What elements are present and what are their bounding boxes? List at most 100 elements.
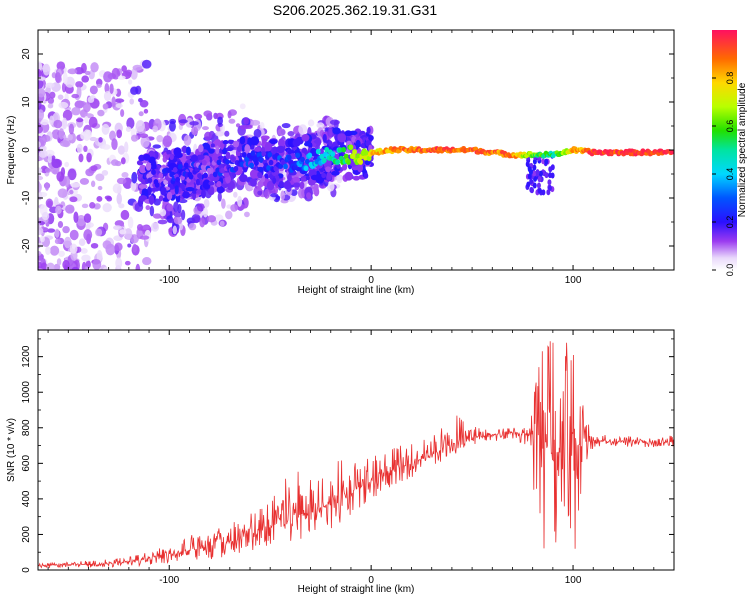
spectrogram-cell xyxy=(235,203,246,211)
spectrogram-cell xyxy=(68,123,75,135)
spectrogram-cell xyxy=(152,144,162,149)
spectrogram-cell xyxy=(57,220,64,229)
spectrogram-cell xyxy=(80,131,87,140)
spectrogram-cell xyxy=(305,175,310,181)
spectrogram-cell xyxy=(84,266,89,270)
spectrogram-cell xyxy=(117,277,124,286)
spectrogram-cell xyxy=(39,288,44,294)
spectrogram-cell xyxy=(85,129,92,140)
spectrogram-ridge-cell xyxy=(341,146,347,153)
spectrogram-cell xyxy=(56,61,66,71)
spectrogram-cell xyxy=(131,171,138,184)
spectrogram-cell xyxy=(59,140,70,147)
spectrogram-ridge-cell xyxy=(295,152,301,159)
spectrogram-cell xyxy=(131,134,139,142)
spectrogram-cell xyxy=(257,173,263,179)
spectrogram-cell xyxy=(232,140,240,148)
spectrogram-cell xyxy=(198,144,204,153)
spectrogram-cell xyxy=(363,172,369,179)
spectrogram-cell xyxy=(71,286,76,294)
spectrogram-cell xyxy=(85,260,91,269)
spectrogram-cell xyxy=(69,243,78,254)
spectrogram-cell xyxy=(196,189,203,194)
spectrogram-cell xyxy=(532,182,537,189)
spectrogram-cell xyxy=(116,177,127,185)
spectrogram-ridge-cell xyxy=(366,155,372,162)
spectrogram-cell xyxy=(120,209,130,221)
spectrogram-cell xyxy=(50,286,54,295)
spectrogram-cell xyxy=(278,138,285,149)
spectrogram-cell xyxy=(344,130,353,137)
spectrogram-cell xyxy=(259,122,265,130)
spectrogram-cell xyxy=(261,138,267,145)
spectrogram-cell xyxy=(272,177,277,184)
spectrogram-cell xyxy=(71,93,80,99)
spectrogram-cell xyxy=(321,172,327,179)
y-tick-label: 800 xyxy=(21,419,32,436)
spectrogram-cell xyxy=(158,195,164,202)
spectrogram-cell xyxy=(541,158,546,165)
spectrogram-ridge-cell xyxy=(203,172,208,179)
spectrogram-cell xyxy=(250,119,261,126)
spectrogram-cell xyxy=(138,111,144,117)
spectrogram-cell xyxy=(113,225,122,231)
spectrogram-cell xyxy=(62,117,68,130)
spectrogram-cell xyxy=(173,211,182,218)
spectrogram-cell xyxy=(52,283,60,294)
y-tick-label: 400 xyxy=(21,490,32,507)
spectrogram-cell xyxy=(526,181,531,188)
spectrogram-cell xyxy=(221,198,226,209)
colorbar: 0.0 0.2 0.4 0.6 0.8 Normalized spectral ampl… xyxy=(712,30,748,276)
spectrogram-cell xyxy=(219,220,225,227)
spectrogram-cell xyxy=(84,70,91,76)
spectrogram-ridge-cell xyxy=(177,163,183,170)
spectrogram-cell xyxy=(38,175,44,181)
spectrogram-cell xyxy=(83,213,92,223)
spectrogram-cell xyxy=(67,134,73,141)
spectrogram-cell xyxy=(42,63,51,76)
spectrogram-cell xyxy=(109,130,117,141)
spectrogram-cell xyxy=(283,180,292,190)
spectrogram-cell xyxy=(58,250,65,257)
spectrogram-cell xyxy=(116,193,123,205)
spectrogram-cell xyxy=(202,126,209,131)
spectrogram-cell xyxy=(62,259,70,270)
spectrogram-cell xyxy=(130,68,138,80)
spectrogram-cell xyxy=(84,115,89,124)
spectrogram-cell xyxy=(96,195,103,202)
spectrogram-cell xyxy=(322,133,327,143)
spectrogram-cell xyxy=(44,167,52,173)
spectrogram-cell xyxy=(124,141,129,153)
spectrogram-cell xyxy=(114,242,123,252)
spectrogram-cell xyxy=(216,180,222,188)
spectrogram-cell xyxy=(268,139,278,145)
spectrogram-cell xyxy=(293,182,301,188)
spectrogram-ridge-cell xyxy=(283,163,288,170)
spectrogram-cell xyxy=(249,169,258,179)
spectrogram-cell xyxy=(112,183,122,194)
spectrogram-cell xyxy=(38,222,41,231)
spectrogram-cell xyxy=(117,75,126,80)
spectrogram-cell xyxy=(136,223,144,231)
spectrogram-cell xyxy=(71,107,81,116)
spectrogram-cell xyxy=(54,228,60,238)
spectrogram-cell xyxy=(38,125,44,134)
spectrogram-cell xyxy=(128,79,133,85)
spectrogram-cell xyxy=(208,181,215,186)
spectrogram-cell xyxy=(191,126,199,136)
spectrogram-cell xyxy=(203,198,210,208)
spectrogram-cell xyxy=(527,173,532,180)
spectrogram-cell xyxy=(145,162,152,171)
spectrogram-cell xyxy=(535,169,540,176)
spectrogram-cell xyxy=(38,261,43,270)
spectrogram-cell xyxy=(81,75,90,83)
spectrogram-cell xyxy=(90,242,99,249)
spectrogram-cell xyxy=(532,164,537,171)
spectrogram-cell xyxy=(239,103,246,110)
x-tick-label: 100 xyxy=(565,275,582,286)
spectrogram-ridge-cell xyxy=(200,164,206,170)
spectrogram-cell xyxy=(106,196,113,202)
spectrogram-cell xyxy=(167,218,175,224)
spectrogram-cell xyxy=(102,266,109,270)
